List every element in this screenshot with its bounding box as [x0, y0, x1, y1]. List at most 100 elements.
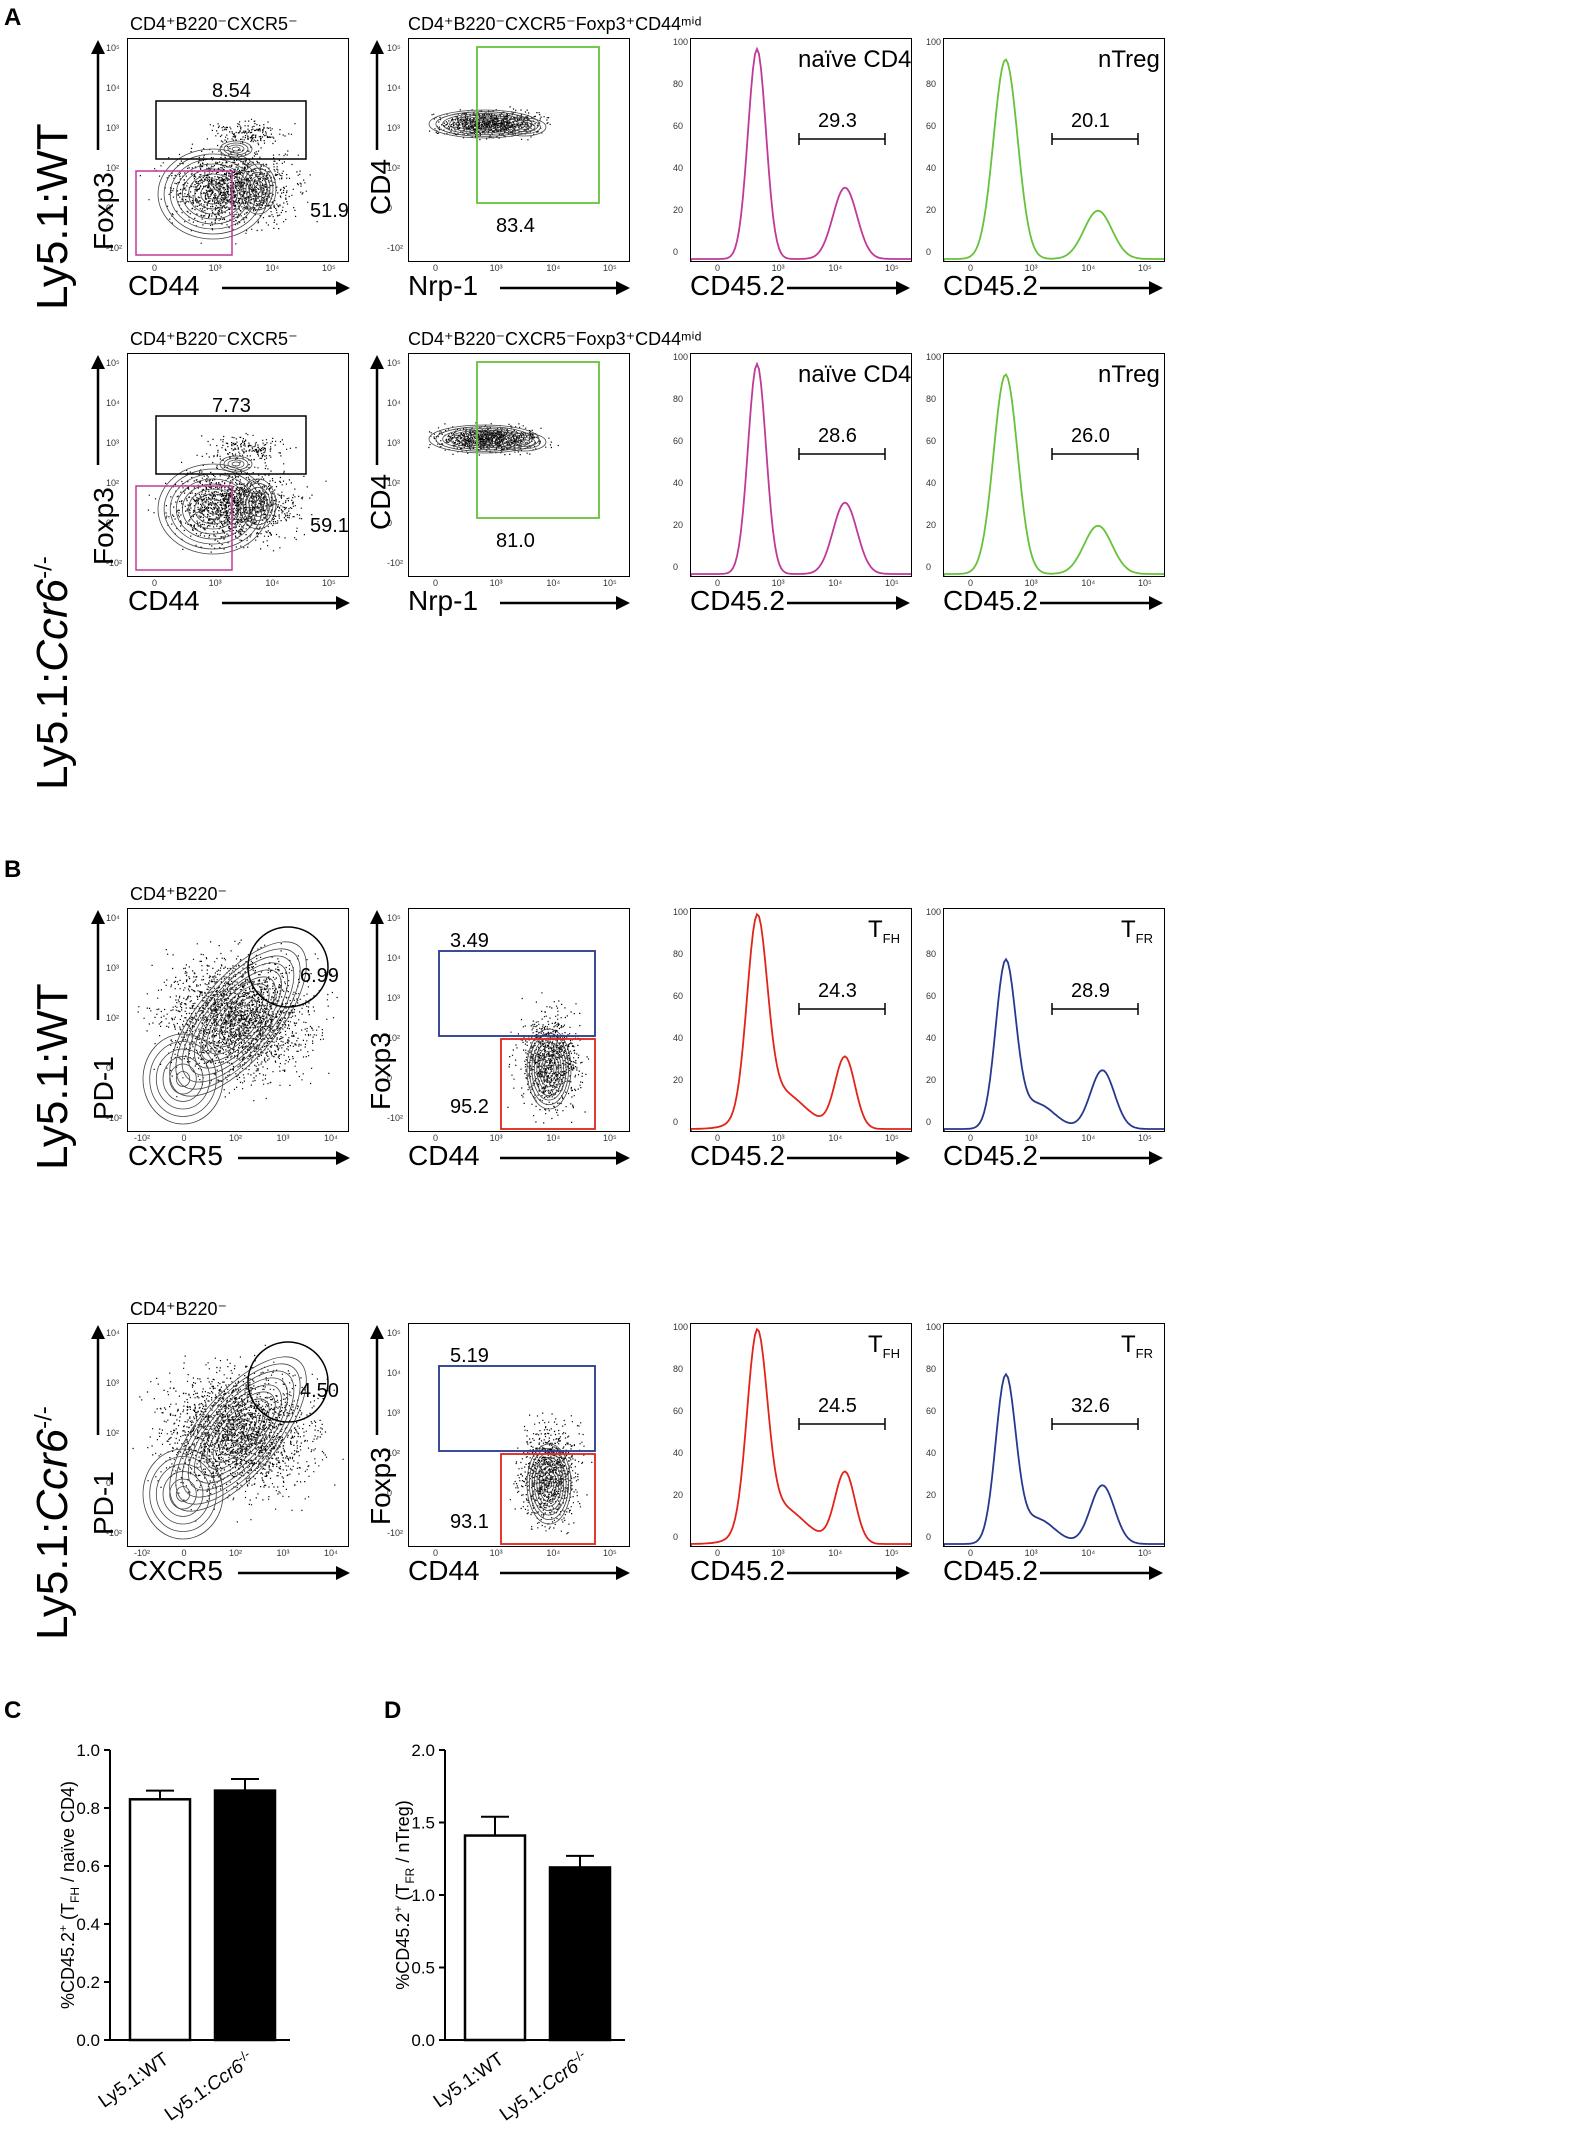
tick-hy-naive-wt-1: 80 — [673, 79, 684, 89]
row-label-b-wt: Ly5.1:WT — [28, 983, 77, 1170]
histogram-curve — [944, 957, 1164, 1131]
contour-line — [163, 468, 263, 550]
contour-line — [538, 1465, 560, 1503]
contour-line — [531, 1452, 567, 1516]
value-naive-wt: 29.3 — [818, 110, 857, 132]
tick-b1y-wt-4: -10² — [106, 1113, 123, 1123]
tick-hy-ntreg-wt-4: 20 — [926, 205, 937, 215]
contour-line — [149, 1041, 217, 1117]
axis-label-nrp1-wt: Nrp-1 — [408, 270, 479, 301]
y-arrow-b1-wt — [91, 910, 105, 1020]
tick-hy-naive-wt-3: 40 — [673, 163, 684, 173]
gate-title-a1-wt: CD4⁺B220⁻CXCR5⁻ — [130, 14, 298, 34]
contour-line — [218, 1412, 258, 1456]
hist-label-ntreg-wt: nTreg — [1098, 46, 1160, 73]
tick-a2y-ko-0: 10⁵ — [387, 358, 401, 368]
contour-line — [463, 433, 506, 445]
hist-label-naive-ko: naïve CD4 — [798, 361, 912, 388]
tick-hx-tfr-ko-2: 10⁴ — [1081, 1548, 1096, 1558]
tick-b1x-ko-4: 10⁴ — [324, 1548, 338, 1558]
contour-line — [206, 1398, 270, 1470]
tick-hy-tfr-ko-3: 40 — [926, 1448, 937, 1458]
tick-b1x-ko-3: 10³ — [276, 1548, 290, 1558]
tick-a2y-wt-3: 10² — [387, 163, 401, 173]
value-ntreg-wt: 20.1 — [1071, 110, 1110, 132]
axis-label-cd4-wt: CD4 — [365, 158, 396, 215]
scatter-dots — [139, 135, 318, 245]
contour-line — [526, 1443, 572, 1525]
gate-foxp3 — [155, 100, 307, 160]
tick-b2x-ko-2: 10⁴ — [546, 1548, 561, 1558]
tick-a2y-wt-5: -10² — [387, 243, 404, 253]
tick-hx-naive-wt-0: 0 — [715, 263, 721, 273]
axis-label-cd44-b-ko: CD44 — [408, 1555, 480, 1586]
tick-a2x-ko-1: 10³ — [489, 578, 503, 588]
category-label-0: Ly5.1:WT — [95, 2049, 173, 2113]
bar-0 — [128, 1798, 192, 2042]
contour-line — [546, 1064, 552, 1074]
contour-line — [188, 173, 238, 215]
plot-b1-wt: 10⁴ 10³ 10² 0 -10² -10² 0 10² 10³ 10⁴ — [106, 908, 349, 1143]
tick-a2y-ko-2: 10³ — [387, 438, 401, 448]
tick-b2y-wt-1: 10⁴ — [387, 953, 401, 963]
tick-hy-tfr-wt-2: 60 — [926, 991, 937, 1001]
value-tfh-ko: 24.5 — [818, 1395, 857, 1417]
hist-tfr-ko: 100 80 60 40 20 0 0 10³ 10⁴ 10⁵ — [926, 1322, 1165, 1558]
hist-label-tfh-ko: TFH — [868, 1331, 901, 1361]
tick-hy-tfh-wt-2: 60 — [673, 991, 684, 1001]
value-tfr-wt: 28.9 — [1071, 980, 1110, 1002]
gate-title-b1-wt: CD4⁺B220⁻ — [130, 884, 228, 904]
value-blue-wt: 3.49 — [450, 930, 489, 952]
tick-hx-tfh-ko-1: 10³ — [771, 1548, 785, 1558]
gate-nrp1 — [476, 361, 600, 519]
contour-line — [223, 457, 249, 471]
contour-line — [200, 183, 226, 205]
axis-label-pd1-ko: PD-1 — [88, 1471, 119, 1535]
tick-hx-naive-wt-3: 10⁵ — [885, 263, 899, 273]
tick-hy-ntreg-wt-3: 40 — [926, 163, 937, 173]
tick-a2x-wt-0: 0 — [433, 263, 439, 273]
tick-a2x-wt-2: 10⁴ — [546, 263, 561, 273]
tick-hx-ntreg-ko-2: 10⁴ — [1081, 578, 1096, 588]
tick-hx-naive-ko-3: 10⁵ — [885, 578, 899, 588]
hist-ntreg-wt: 100 80 60 40 20 0 0 10³ 10⁴ 10⁵ — [926, 37, 1165, 273]
contour-line — [219, 140, 253, 158]
tick-hy-ntreg-ko-0: 100 — [926, 352, 942, 362]
gate-title-a2-ko: CD4⁺B220⁻CXCR5⁻Foxp3⁺CD44ᵐⁱᵈ — [408, 329, 702, 349]
x-arrow-b2-ko — [500, 1566, 630, 1580]
axis-label-cd452-tfh-ko: CD45.2 — [690, 1555, 785, 1586]
hist-label-naive-wt: naïve CD4 — [798, 46, 912, 73]
contour-line — [251, 180, 265, 198]
x-arrow-tfh-ko — [787, 1566, 910, 1580]
contour-line — [543, 1474, 555, 1494]
panel-letter-d: D — [384, 1697, 402, 1724]
y-arrow-a2-ko — [370, 355, 384, 465]
y-arrow-a1-ko — [91, 355, 105, 465]
axis-label-cd452-tfr-wt: CD45.2 — [943, 1140, 1038, 1171]
contour-line — [245, 486, 271, 522]
tick-b2y-ko-2: 10³ — [387, 1408, 401, 1418]
tick-a1x-wt-0: 0 — [152, 263, 158, 273]
gate-negative — [135, 485, 233, 571]
tick-hx-tfr-wt-2: 10⁴ — [1081, 1133, 1096, 1143]
y-tick-label: 0.0 — [411, 2031, 435, 2050]
tick-a1x-ko-3: 10⁵ — [322, 578, 336, 588]
contour-line — [219, 455, 253, 473]
tick-b1x-wt-1: 0 — [181, 1133, 187, 1143]
gate-foxp3 — [155, 415, 307, 475]
contour-line — [181, 955, 295, 1083]
tick-b1x-wt-0: -10² — [134, 1133, 151, 1143]
tick-hx-tfr-wt-1: 10³ — [1024, 1133, 1038, 1143]
tick-hx-ntreg-wt-1: 10³ — [1024, 263, 1038, 273]
tick-a2y-wt-0: 10⁵ — [387, 43, 401, 53]
axis-label-cd452-ntreg-wt: CD45.2 — [943, 270, 1038, 301]
tick-hx-tfr-wt-0: 0 — [968, 1133, 974, 1143]
gate-negative — [135, 170, 233, 256]
tick-hy-tfr-ko-1: 80 — [926, 1364, 937, 1374]
tick-hx-tfh-ko-0: 0 — [715, 1548, 721, 1558]
value-red-ko: 93.1 — [450, 1511, 489, 1533]
scatter-dots — [209, 118, 296, 151]
histogram-curve — [691, 1327, 911, 1546]
tick-hy-tfr-wt-4: 20 — [926, 1075, 937, 1085]
tick-hy-tfr-wt-3: 40 — [926, 1033, 937, 1043]
